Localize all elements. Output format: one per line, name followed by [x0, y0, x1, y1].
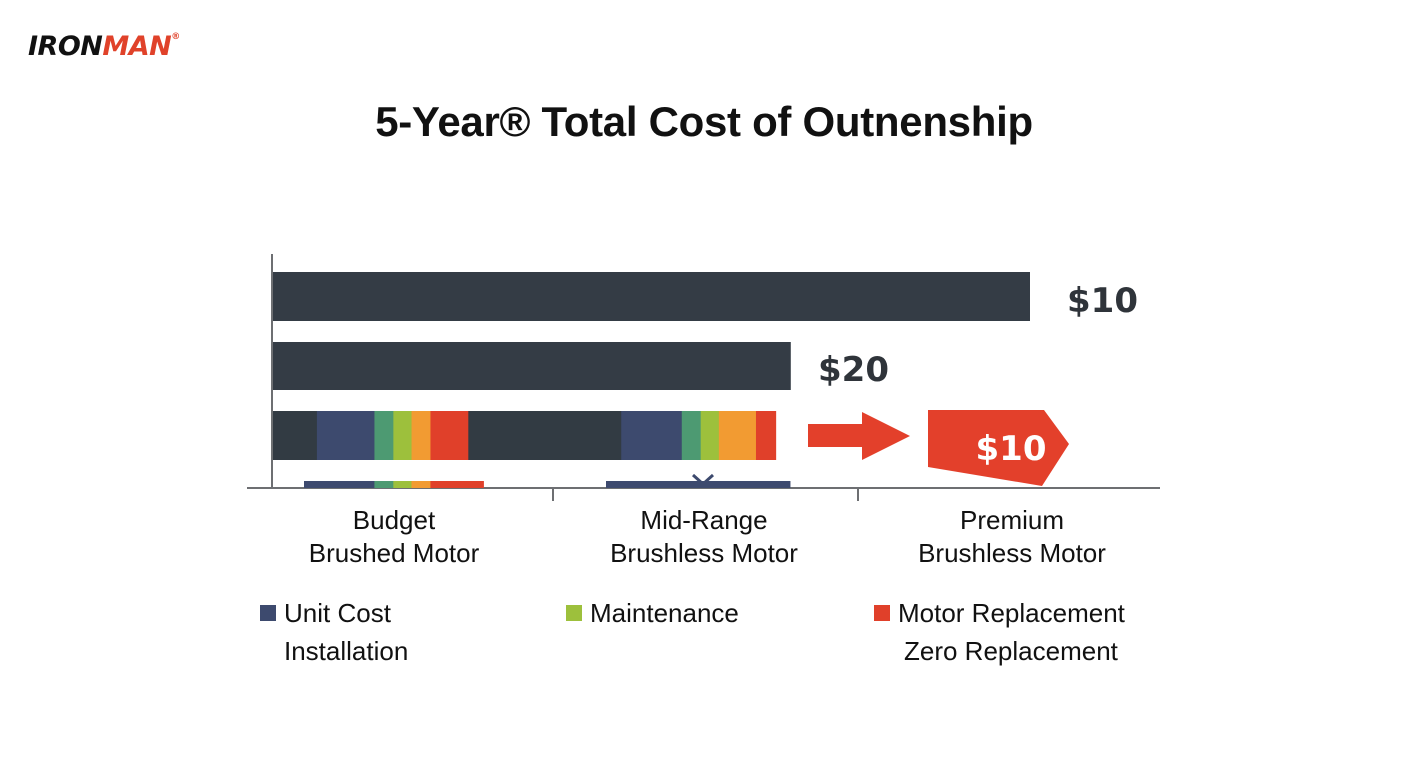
category-label-line1: Budget	[352, 505, 436, 535]
registered-mark: ®	[171, 32, 180, 42]
mid-range-marker-icon	[691, 473, 715, 487]
stacked-segment-other	[411, 411, 431, 460]
legend-swatch-unit-cost	[260, 605, 276, 621]
legend-item-unit-cost: Unit Cost Installation	[260, 594, 408, 670]
stacked-segment-motor-replacement	[755, 411, 777, 460]
legend-sublabel: Installation	[284, 636, 409, 666]
mini-segment-maintenance	[393, 481, 412, 488]
mini-segment-unit-cost	[304, 481, 375, 488]
category-label-mid-range: Mid-Range Brushless Motor	[554, 504, 854, 570]
category-label-line1: Mid-Range	[640, 505, 768, 535]
category-label-line2: Brushed Motor	[308, 538, 480, 568]
price-callout-tag	[928, 410, 1069, 486]
stacked-segment-installation	[374, 411, 394, 460]
stacked-segment-installation	[681, 411, 702, 460]
legend-label: Unit Cost	[284, 598, 391, 628]
bar-1	[273, 272, 1030, 321]
brand-logo: IRONMAN®	[28, 31, 180, 62]
category-label-line2: Brushless Motor	[918, 538, 1106, 568]
category-label-line1: Premium	[959, 505, 1064, 535]
price-callout-label: $10	[976, 429, 1047, 469]
chart-title: 5-Year® Total Cost of Outnenship	[375, 98, 1033, 145]
bar-2	[273, 342, 791, 390]
mini-segment-installation	[374, 481, 394, 488]
mini-segment-unit-cost	[606, 481, 791, 488]
mini-segment-motor-replacement	[430, 481, 484, 488]
bar-1-value-label: $10	[1067, 281, 1138, 321]
arrow-icon	[808, 412, 910, 460]
legend-item-motor-replacement: Motor Replacement Zero Replacement	[874, 594, 1125, 670]
bar-2-value-label: $20	[818, 350, 889, 390]
stacked-segment-motor-replacement	[430, 411, 469, 460]
legend-sublabel: Zero Replacement	[904, 636, 1118, 666]
logo-part-man: MAN	[102, 31, 172, 62]
legend-item-maintenance: Maintenance	[566, 594, 739, 632]
legend-swatch-maintenance	[566, 605, 582, 621]
stacked-segment-other	[718, 411, 757, 460]
stacked-segment-base	[273, 411, 318, 460]
stacked-segment-maintenance	[393, 411, 413, 460]
stacked-segment-unit-cost	[621, 411, 683, 460]
category-label-premium: Premium Brushless Motor	[862, 504, 1162, 570]
logo-part-iron: IRON	[28, 31, 103, 62]
stacked-segment-unit-cost	[316, 411, 375, 460]
stacked-segment-base	[468, 411, 622, 460]
legend-swatch-motor-replacement	[874, 605, 890, 621]
mini-segment-other	[411, 481, 431, 488]
legend-label: Motor Replacement	[898, 598, 1125, 628]
category-label-line2: Brushless Motor	[610, 538, 798, 568]
category-label-budget: Budget Brushed Motor	[244, 504, 544, 570]
legend-label: Maintenance	[590, 598, 739, 628]
stacked-segment-maintenance	[700, 411, 720, 460]
